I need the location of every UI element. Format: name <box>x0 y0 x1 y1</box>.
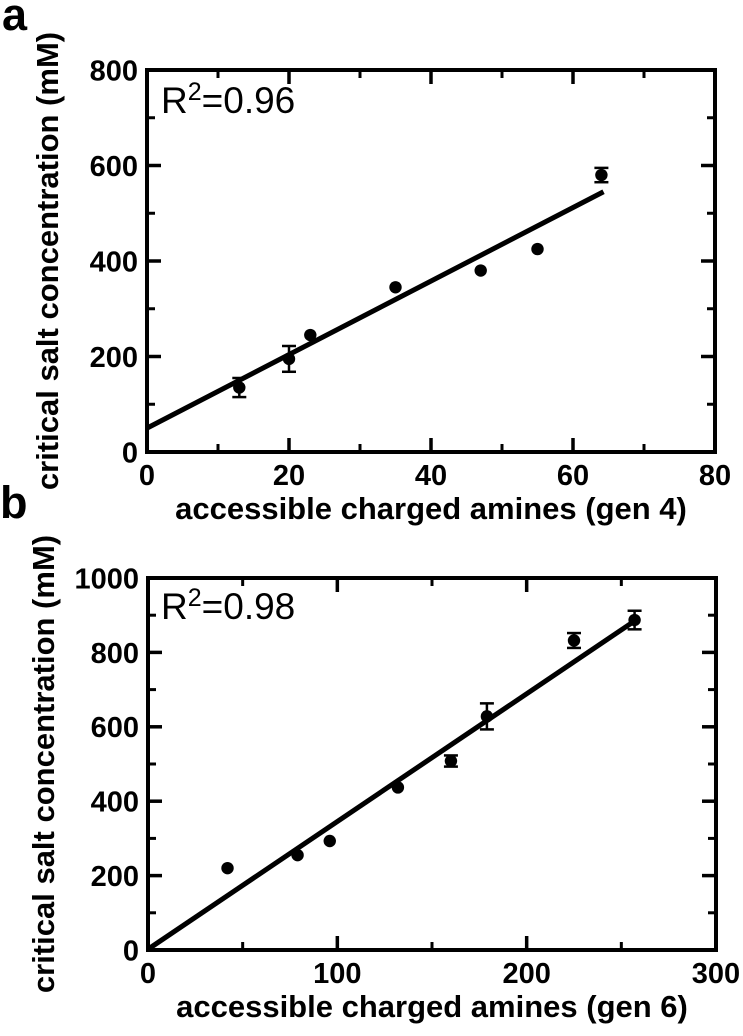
y-tick-label: 200 <box>91 861 139 893</box>
y-tick-label: 400 <box>90 246 138 278</box>
r-squared-base-b: R <box>161 586 188 627</box>
data-point <box>628 613 641 627</box>
panel-b-label: b <box>0 477 28 528</box>
data-point <box>233 381 246 394</box>
data-point <box>474 264 487 277</box>
y-tick-label: 600 <box>91 712 139 744</box>
x-tick-label: 300 <box>692 958 740 990</box>
y-tick-label: 1000 <box>74 563 139 595</box>
data-point <box>323 834 336 848</box>
r-squared-annotation-a: R2=0.96 <box>161 80 296 121</box>
y-tick-label: 400 <box>91 787 139 819</box>
data-point <box>595 168 608 182</box>
x-tick-label: 20 <box>273 460 305 492</box>
x-tick-label: 0 <box>140 958 156 990</box>
data-point <box>389 281 402 294</box>
data-point <box>304 328 317 342</box>
x-tick-label: 80 <box>699 460 731 492</box>
panel-a-label: a <box>2 0 28 40</box>
r-squared-value-a: =0.96 <box>201 80 296 121</box>
y-tick-label: 0 <box>123 935 139 967</box>
y-tick-label: 800 <box>90 55 138 87</box>
r-squared-exponent-b: 2 <box>187 584 202 612</box>
x-axis-title-a: accessible charged amines (gen 4) <box>175 491 687 526</box>
x-axis-title-b: accessible charged amines (gen 6) <box>176 989 688 1024</box>
y-tick-label: 200 <box>90 342 138 374</box>
fit-line <box>146 617 638 952</box>
y-tick-label: 800 <box>91 638 139 670</box>
x-tick-label: 100 <box>313 958 361 990</box>
r-squared-annotation-b: R2=0.98 <box>161 586 296 627</box>
data-point <box>567 634 581 647</box>
r-squared-base-a: R <box>161 80 188 121</box>
data-point <box>444 754 458 768</box>
r-squared-exponent-a: 2 <box>187 78 202 106</box>
data-point <box>391 781 405 794</box>
panel-b-plot: 0 100 200 300 0 200 400 600 800 1000 <box>74 563 740 990</box>
y-tick-label: 600 <box>90 151 138 183</box>
y-tick-label: 0 <box>122 437 138 469</box>
data-point <box>221 861 234 875</box>
x-tick-label: 0 <box>139 460 155 492</box>
data-point <box>291 848 304 862</box>
data-point <box>531 242 544 256</box>
data-point <box>480 710 494 723</box>
data-point <box>282 352 296 366</box>
r-squared-value-b: =0.98 <box>201 586 296 627</box>
y-axis-title-b: critical salt concentration (mM) <box>26 534 61 994</box>
x-tick-label: 200 <box>502 958 550 990</box>
x-tick-label: 60 <box>557 460 589 492</box>
x-tick-label: 40 <box>415 460 447 492</box>
fit-line <box>145 189 605 431</box>
plot-frame <box>145 68 717 454</box>
